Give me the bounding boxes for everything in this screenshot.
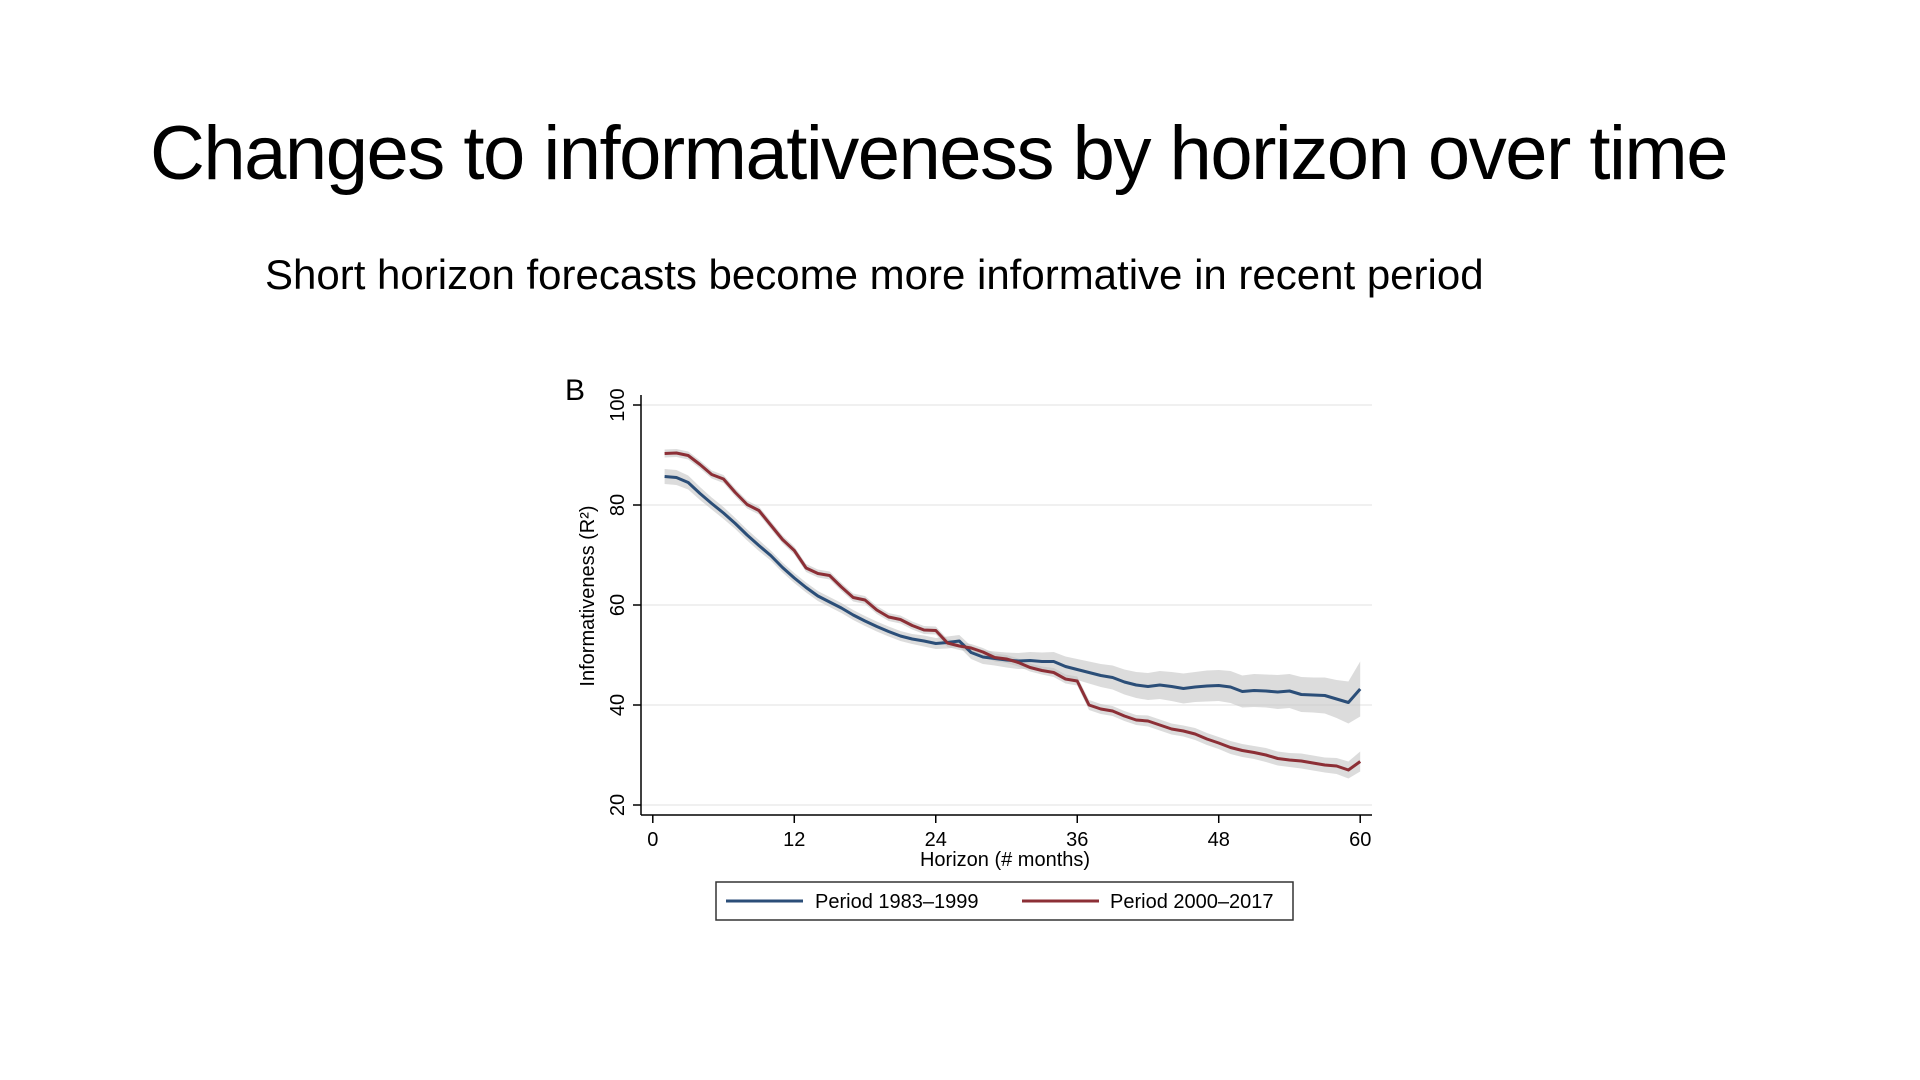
y-axis-label: Informativeness (R²) <box>577 505 599 686</box>
series-line-1 <box>664 475 1362 704</box>
confidence-bands <box>664 449 1361 779</box>
legend-label-series-1: Period 1983–1999 <box>815 891 978 913</box>
grid-lines <box>641 404 1372 806</box>
y-tick-label-100: 100 <box>607 388 629 421</box>
y-tick-label-60: 60 <box>607 594 629 616</box>
series-line-2 <box>664 451 1362 772</box>
legend-box <box>715 881 1294 921</box>
axes: 0 12 24 36 48 60 20 40 60 80 100 <box>607 388 1372 851</box>
slide-title: Changes to informativeness by horizon ov… <box>150 111 1728 196</box>
series-lines <box>664 451 1362 772</box>
confidence-band-series-2 <box>664 449 1361 779</box>
legend-label-series-2: Period 2000–2017 <box>1110 891 1273 913</box>
y-tick-label-40: 40 <box>607 694 629 716</box>
x-tick-label-24: 24 <box>925 829 947 851</box>
y-tick-label-80: 80 <box>607 494 629 516</box>
x-axis-label: Horizon (# months) <box>920 849 1090 871</box>
x-tick-label-48: 48 <box>1208 829 1230 851</box>
y-tick-label-20: 20 <box>607 794 629 816</box>
confidence-band-series-1 <box>664 469 1361 724</box>
legend: Period 1983–1999 Period 2000–2017 <box>715 881 1294 921</box>
x-tick-label-36: 36 <box>1066 829 1088 851</box>
x-tick-label-0: 0 <box>647 829 658 851</box>
panel-label: B <box>565 374 585 407</box>
x-tick-label-60: 60 <box>1349 829 1371 851</box>
slide-subtitle: Short horizon forecasts become more info… <box>265 251 1484 298</box>
x-tick-label-12: 12 <box>783 829 805 851</box>
